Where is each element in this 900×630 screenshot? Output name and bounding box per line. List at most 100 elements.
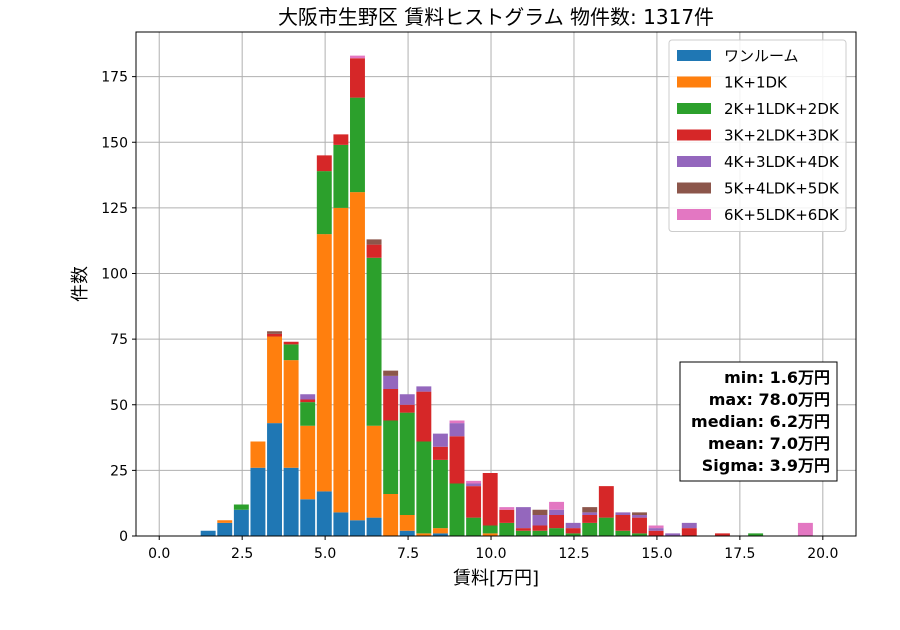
bar-2-33 (748, 533, 764, 536)
legend-label-3: 3K+2LDK+3DK (724, 127, 840, 145)
chart-title: 大阪市生野区 賃料ヒストグラム 物件数: 1317件 (278, 5, 714, 29)
bar-1-1 (217, 520, 233, 523)
y-tick-label-2: 50 (110, 398, 128, 414)
bar-3-11 (383, 389, 399, 421)
bar-3-20 (532, 525, 548, 531)
bar-2-23 (582, 522, 598, 536)
bars-layer (200, 55, 813, 536)
bar-0-2 (233, 509, 249, 536)
bar-6-16 (466, 480, 482, 484)
bar-3-25 (615, 515, 631, 531)
bar-4-13 (416, 386, 432, 392)
bar-3-12 (399, 404, 415, 413)
bar-1-12 (399, 515, 415, 531)
bar-4-12 (399, 394, 415, 405)
bar-3-9 (350, 58, 365, 98)
stats-box-frame (679, 361, 838, 482)
bar-4-14 (432, 433, 448, 447)
bar-3-23 (582, 515, 598, 523)
bar-1-6 (300, 425, 316, 500)
bar-3-17 (482, 473, 498, 526)
bar-5-26 (632, 512, 647, 515)
bar-2-19 (515, 530, 531, 536)
y-tick-label-5: 125 (101, 201, 128, 217)
bar-2-17 (482, 525, 498, 534)
bar-3-10 (366, 244, 382, 258)
legend-swatch-6 (677, 209, 711, 220)
bar-3-26 (632, 517, 647, 534)
legend-box (668, 39, 847, 232)
y-tick-label-1: 25 (110, 463, 128, 479)
bar-4-22 (565, 522, 581, 529)
bar-3-7 (316, 155, 332, 172)
bar-3-16 (466, 486, 482, 518)
y-tick-label-7: 175 (101, 70, 128, 86)
bar-2-16 (466, 517, 482, 536)
bar-1-5 (283, 360, 299, 468)
x-tick-label-0: 0.0 (148, 546, 170, 562)
x-tick-label-2: 5.0 (314, 546, 336, 562)
x-tick-label-1: 2.5 (231, 546, 253, 562)
bar-0-9 (350, 520, 365, 536)
x-tick-label-6: 15.0 (641, 546, 672, 562)
bar-5-10 (366, 239, 382, 245)
bar-4-11 (383, 375, 399, 389)
stats-line-3: mean: 7.0万円 (708, 434, 830, 453)
legend-label-2: 2K+1LDK+2DK (724, 100, 840, 118)
legend-swatch-0 (677, 50, 711, 61)
bar-2-9 (350, 97, 365, 193)
stats-line-4: Sigma: 3.9万円 (702, 456, 830, 475)
bar-0-3 (250, 467, 266, 536)
bar-4-19 (515, 507, 531, 529)
bar-3-31 (714, 533, 730, 536)
x-axis-label: 賃料[万円] (453, 568, 539, 589)
bar-2-21 (549, 528, 565, 536)
legend-label-6: 6K+5LDK+6DK (724, 206, 840, 224)
bar-2-6 (300, 402, 316, 426)
bar-3-14 (432, 446, 448, 460)
bar-2-8 (333, 144, 349, 208)
bar-3-21 (549, 515, 565, 529)
legend-swatch-5 (677, 182, 711, 194)
bar-0-8 (333, 512, 349, 536)
bar-3-13 (416, 391, 432, 442)
bar-6-15 (449, 420, 465, 424)
bar-4-27 (648, 528, 664, 531)
x-tick-label-5: 12.5 (558, 546, 589, 562)
bar-3-22 (565, 528, 581, 534)
bar-1-10 (366, 425, 382, 518)
bar-5-4 (267, 331, 282, 334)
bar-3-24 (598, 486, 614, 518)
legend: ワンルーム 1K+1DK 2K+1LDK+2DK 3K+2LDK+3DK 4K+3LDK… (668, 39, 847, 232)
bar-3-18 (499, 509, 515, 523)
legend-swatch-4 (677, 156, 711, 167)
bar-0-5 (283, 467, 299, 536)
bar-5-11 (383, 370, 399, 376)
bar-3-4 (267, 333, 282, 337)
stats-line-2: median: 6.2万円 (691, 412, 830, 431)
bar-5-20 (532, 509, 548, 515)
bar-0-1 (217, 522, 233, 536)
bar-1-17 (482, 533, 498, 536)
bar-2-15 (449, 483, 465, 536)
bar-2-12 (399, 412, 415, 515)
x-tick-label-7: 17.5 (724, 546, 755, 562)
bar-3-8 (333, 134, 349, 145)
legend-swatch-2 (677, 103, 711, 114)
bar-6-36 (797, 522, 813, 536)
bar-2-10 (366, 257, 382, 426)
bar-4-21 (549, 509, 565, 515)
bar-4-16 (466, 483, 482, 487)
bar-2-24 (598, 517, 614, 536)
bar-3-19 (515, 528, 531, 531)
bar-1-9 (350, 192, 365, 521)
bar-6-18 (499, 507, 515, 510)
bar-3-29 (681, 528, 697, 536)
bar-0-6 (300, 499, 316, 536)
bar-1-13 (416, 533, 432, 536)
bar-4-26 (632, 515, 647, 518)
bar-0-10 (366, 517, 382, 536)
bar-1-7 (316, 234, 332, 492)
